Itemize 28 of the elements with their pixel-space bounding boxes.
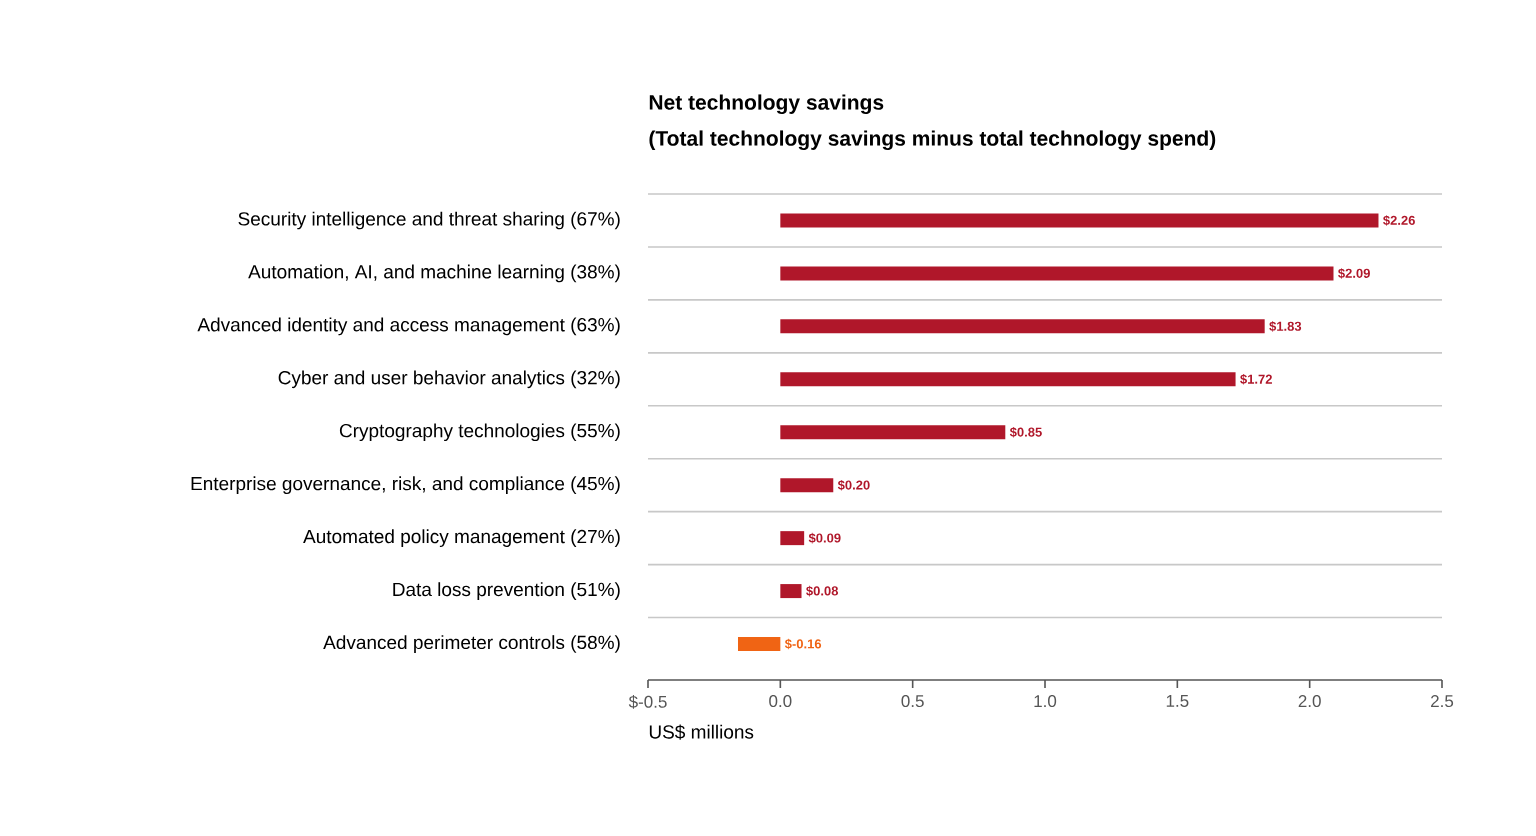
x-tick-label: 1.0 (1034, 695, 1057, 708)
bar (780, 266, 1334, 281)
y-tick-label: Security intelligence and threat sharing (67%) (238, 211, 620, 230)
x-tick-label: 1.5 (1166, 695, 1189, 707)
bar (780, 531, 805, 546)
y-tick-label: Cryptography technologies (55%) (339, 423, 620, 442)
bar (780, 425, 1006, 440)
bar (780, 584, 802, 599)
y-tick-label: Automated policy management (27%) (303, 529, 620, 547)
y-tick-label: Enterprise governance, risk, and compliance (45%) (191, 476, 620, 495)
bar (780, 372, 1236, 387)
y-tick-label: Automation, AI, and machine learning (38%) (248, 264, 620, 283)
bar (780, 478, 834, 493)
y-tick-label: Cyber and user behavior analytics (32%) (278, 370, 620, 389)
x-tick-label: 2.5 (1431, 695, 1454, 708)
x-tick-label: $-0.5 (628, 695, 667, 709)
x-tick-label: 0.5 (901, 695, 924, 708)
chart-title: Net technology savings (649, 94, 884, 115)
x-axis-title: US$ millions (649, 724, 754, 740)
y-tick-label: Advanced identity and access management (63%) (197, 317, 620, 336)
y-tick-label: Data loss prevention (51%) (393, 582, 620, 600)
bar (780, 319, 1265, 334)
x-tick-label: 2.0 (1298, 695, 1321, 708)
bar (780, 213, 1379, 228)
bar (737, 637, 781, 652)
x-tick-label: 0.0 (769, 695, 792, 708)
chart-subtitle: (Total technology savings minus total technology spend) (649, 130, 1216, 151)
y-tick-label: Advanced perimeter controls (58%) (323, 635, 620, 653)
